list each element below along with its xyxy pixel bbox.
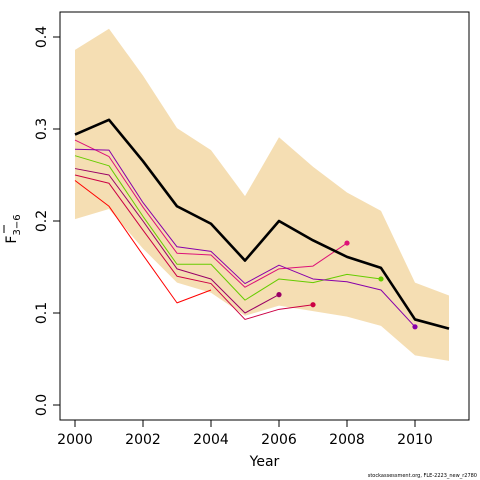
y-tick-label: 0.4 [34, 26, 50, 48]
plot-frame [59, 11, 470, 421]
series-line-3 [74, 174, 314, 320]
y-axis-title-main: F [4, 236, 20, 244]
x-tick-label: 2000 [57, 432, 93, 448]
y-tick-label: 0.0 [34, 394, 50, 416]
axes: 2000 2002 2004 2006 2008 2010 0.0 0.1 0.2 0.3 0.4 [34, 11, 470, 448]
series-line-2 [74, 180, 212, 304]
series-line-4 [74, 168, 280, 314]
x-tick-label: 2004 [193, 432, 229, 448]
credit-text: stockassessment.org, FLE-2223_new_r2780 [368, 473, 477, 479]
series-line-7 [74, 148, 416, 328]
series-end-point-7 [412, 324, 418, 330]
y-axis-title-subscript: 3−6 [12, 214, 23, 235]
plot-area [74, 28, 450, 361]
x-tick-label: 2010 [397, 432, 433, 448]
series-end-point-5 [344, 240, 350, 246]
confidence-band [75, 28, 449, 361]
series-end-point-6 [378, 276, 384, 282]
y-axis-title: F3−6 [4, 214, 23, 243]
x-tick-label: 2008 [329, 432, 365, 448]
series-line-1 [74, 118, 450, 330]
y-tick-label: 0.2 [34, 210, 50, 232]
series-end-point-3 [310, 302, 316, 308]
x-tick-label: 2006 [261, 432, 297, 448]
series-line-6 [74, 155, 382, 301]
series-end-point-4 [276, 292, 282, 298]
y-tick-label: 0.3 [34, 118, 50, 140]
x-tick-label: 2002 [125, 432, 161, 448]
x-axis-title: Year [249, 454, 280, 470]
series-line-5 [74, 139, 348, 288]
y-tick-label: 0.1 [34, 302, 50, 324]
